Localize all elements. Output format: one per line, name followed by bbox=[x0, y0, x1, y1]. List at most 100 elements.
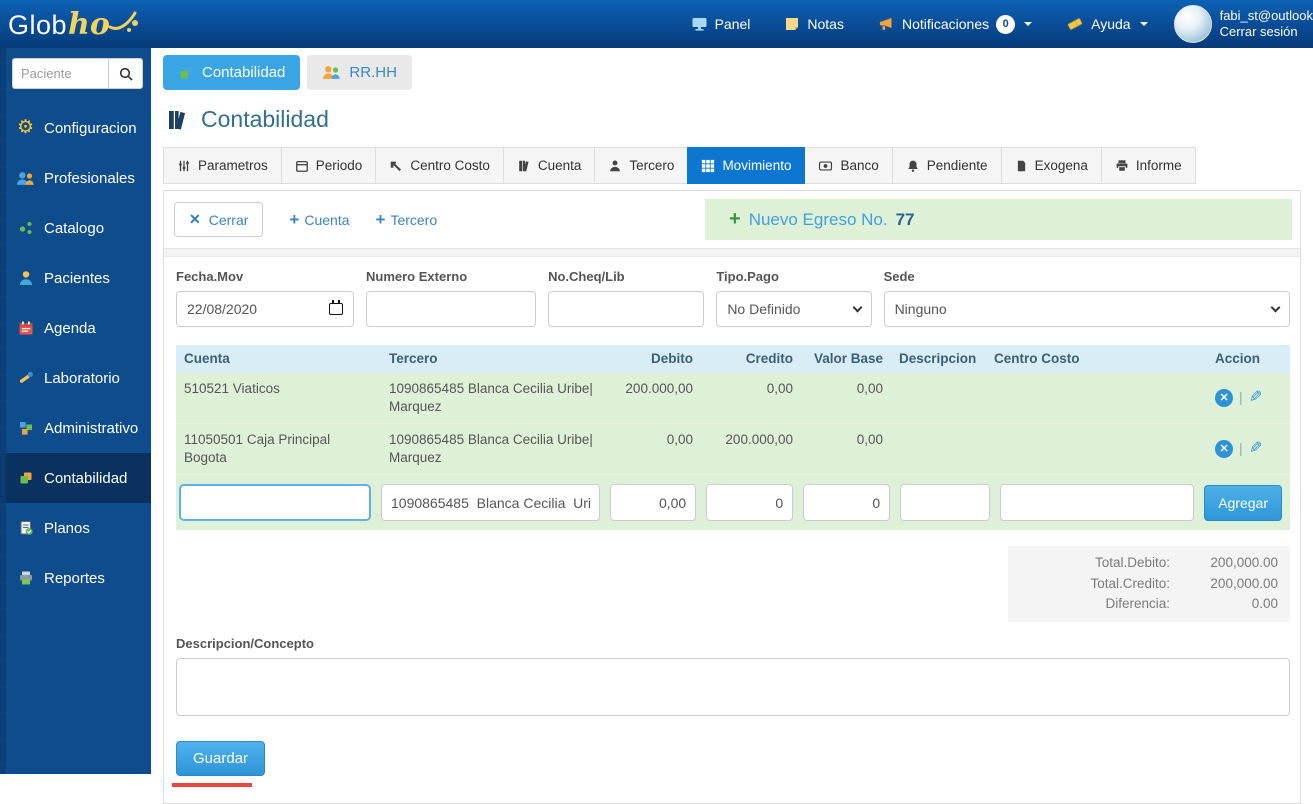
sidebar-item-contabilidad[interactable]: Contabilidad bbox=[0, 453, 151, 503]
banner-text: Nuevo Egreso No. bbox=[749, 210, 888, 230]
col-centro-costo: Centro Costo bbox=[986, 350, 1136, 368]
new-valor-base-input[interactable] bbox=[803, 484, 890, 521]
tab-movimiento[interactable]: Movimiento bbox=[687, 147, 805, 184]
user-email: fabi_st@outlook bbox=[1220, 8, 1313, 24]
printer-icon bbox=[16, 569, 35, 587]
module-tab-rrhh[interactable]: RR.HH bbox=[307, 55, 412, 90]
sidebar-item-profesionales[interactable]: Profesionales bbox=[0, 153, 151, 203]
add-cuenta-link[interactable]: + Cuenta bbox=[289, 210, 349, 230]
new-centro-costo-input[interactable] bbox=[1000, 484, 1194, 521]
squares-icon bbox=[16, 469, 35, 487]
sede-select[interactable]: Ninguno bbox=[884, 291, 1290, 327]
new-descripcion-input[interactable] bbox=[900, 484, 990, 521]
calendar-outline-icon bbox=[295, 159, 309, 173]
sidebar-item-catalogo[interactable]: Catalogo bbox=[0, 203, 151, 253]
cell-tercero: 1090865485 Blanca Cecilia Uribe| Marquez bbox=[381, 380, 611, 416]
logo-text-1: Glob bbox=[8, 10, 67, 41]
tab-pendiente[interactable]: Pendiente bbox=[892, 147, 1002, 184]
top-navbar: Globho Panel Notas Notificaciones bbox=[0, 0, 1313, 48]
dots-icon bbox=[16, 219, 35, 237]
descripcion-concepto-textarea[interactable] bbox=[176, 658, 1290, 716]
sede-value: Ninguno bbox=[895, 301, 947, 317]
cell-valor-base: 0,00 bbox=[801, 380, 891, 416]
patient-search-group bbox=[12, 58, 143, 89]
sidebar-item-pacientes[interactable]: Pacientes bbox=[0, 253, 151, 303]
totals-box: Total.Debito: 200,000.00 Total.Credito: … bbox=[1008, 546, 1290, 622]
nav-ayuda[interactable]: Ayuda bbox=[1066, 16, 1147, 32]
cell-cuenta: 510521 Viaticos bbox=[176, 380, 381, 416]
sidebar-item-configuracion[interactable]: ⚙ Configuracion bbox=[0, 103, 151, 153]
sidebar-item-laboratorio[interactable]: Laboratorio bbox=[0, 353, 151, 403]
fecha-input[interactable]: 22/08/2020 bbox=[176, 291, 354, 327]
sliders-icon bbox=[177, 159, 191, 173]
module-tab-contabilidad[interactable]: Contabilidad bbox=[163, 55, 300, 90]
numero-externo-input[interactable] bbox=[366, 291, 536, 327]
agregar-button[interactable]: Agregar bbox=[1204, 485, 1282, 521]
table-row: 11050501 Caja Principal Bogota 109086548… bbox=[176, 424, 1290, 475]
tab-informe[interactable]: Informe bbox=[1101, 147, 1196, 184]
sidebar: ⚙ Configuracion Profesionales Catalogo P… bbox=[0, 48, 151, 774]
delete-row-icon[interactable]: ✕ bbox=[1215, 440, 1233, 458]
tipo-pago-select[interactable]: No Definido bbox=[716, 291, 871, 327]
numero-externo-label: Numero Externo bbox=[366, 269, 536, 284]
delete-row-icon[interactable]: ✕ bbox=[1215, 389, 1233, 407]
section-tabs: Parametros Periodo Centro Costo Cuenta T… bbox=[163, 147, 1313, 184]
calendar-picker-icon[interactable] bbox=[329, 303, 343, 315]
grid-icon bbox=[701, 159, 715, 173]
cell-credito: 0,00 bbox=[701, 380, 801, 416]
user-avatar[interactable] bbox=[1174, 5, 1212, 43]
cerrar-button[interactable]: ✕ Cerrar bbox=[174, 202, 263, 237]
lab-tool-icon bbox=[16, 369, 35, 387]
nav-notificaciones-label: Notificaciones bbox=[902, 16, 989, 32]
tab-cuenta[interactable]: Cuenta bbox=[503, 147, 596, 184]
new-tercero-input[interactable] bbox=[381, 484, 600, 521]
edit-row-icon[interactable]: ✎ bbox=[1249, 389, 1262, 407]
cell-accion: ✕ | ✎ bbox=[1136, 431, 1290, 467]
new-debito-input[interactable] bbox=[610, 484, 696, 521]
logout-link[interactable]: Cerrar sesión bbox=[1220, 24, 1313, 40]
tab-exogena[interactable]: Exogena bbox=[1001, 147, 1102, 184]
tab-label: Centro Costo bbox=[410, 158, 490, 173]
sidebar-item-reportes[interactable]: Reportes bbox=[0, 553, 151, 603]
tab-label: Parametros bbox=[198, 158, 268, 173]
chevron-down-icon bbox=[1271, 302, 1281, 312]
tab-banco[interactable]: Banco bbox=[804, 147, 892, 184]
card-eye-icon bbox=[818, 159, 833, 173]
add-tercero-link[interactable]: + Tercero bbox=[376, 210, 438, 230]
chevron-down-icon bbox=[1024, 22, 1032, 26]
search-input[interactable] bbox=[12, 58, 108, 89]
tab-tercero[interactable]: Tercero bbox=[594, 147, 688, 184]
sidebar-item-agenda[interactable]: Agenda bbox=[0, 303, 151, 353]
new-cuenta-input[interactable] bbox=[179, 484, 371, 521]
guardar-button[interactable]: Guardar bbox=[176, 741, 265, 776]
tab-label: Periodo bbox=[316, 158, 363, 173]
divider: | bbox=[1239, 389, 1243, 407]
search-button[interactable] bbox=[108, 58, 143, 89]
app-logo[interactable]: Globho bbox=[0, 7, 151, 42]
calendar-icon bbox=[16, 319, 35, 337]
cell-descripcion bbox=[891, 380, 986, 416]
new-credito-input[interactable] bbox=[706, 484, 793, 521]
cheq-input[interactable] bbox=[548, 291, 704, 327]
cell-descripcion bbox=[891, 431, 986, 467]
nav-panel[interactable]: Panel bbox=[691, 16, 751, 32]
nav-notificaciones[interactable]: Notificaciones 0 bbox=[878, 15, 1032, 34]
tab-label: Movimiento bbox=[722, 158, 791, 173]
sidebar-item-administrativo[interactable]: Administrativo bbox=[0, 403, 151, 453]
doc-check-icon bbox=[16, 519, 35, 537]
gear-icon: ⚙ bbox=[16, 119, 35, 137]
tab-parametros[interactable]: Parametros bbox=[163, 147, 282, 184]
edit-row-icon[interactable]: ✎ bbox=[1249, 440, 1262, 458]
tab-label: Cuenta bbox=[538, 158, 582, 173]
tab-centro-costo[interactable]: Centro Costo bbox=[375, 147, 504, 184]
notifications-badge: 0 bbox=[996, 15, 1015, 34]
sidebar-item-planos[interactable]: Planos bbox=[0, 503, 151, 553]
nav-notas[interactable]: Notas bbox=[784, 16, 844, 32]
ticket-icon bbox=[1066, 16, 1084, 32]
blocks-icon bbox=[16, 419, 35, 437]
logo-swoosh-icon bbox=[108, 8, 140, 34]
sidebar-item-label: Pacientes bbox=[44, 270, 110, 287]
note-icon bbox=[784, 16, 800, 32]
cell-cuenta: 11050501 Caja Principal Bogota bbox=[176, 431, 381, 467]
tab-periodo[interactable]: Periodo bbox=[281, 147, 377, 184]
